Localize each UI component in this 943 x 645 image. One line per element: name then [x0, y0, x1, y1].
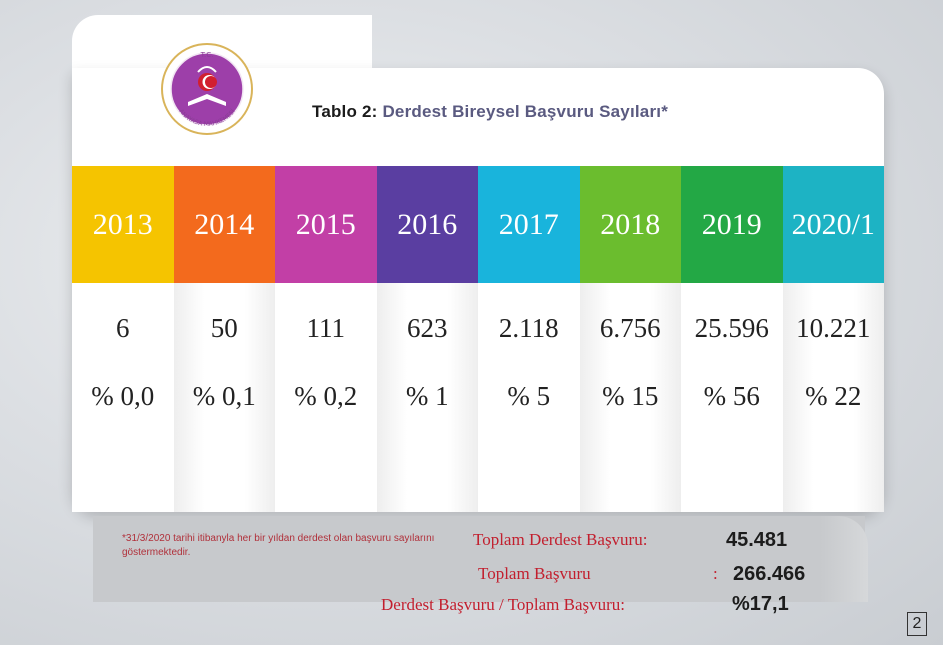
constitutional-court-logo: T.C. ANAYASA MAHKEMESİ: [160, 42, 254, 136]
footer-band: [93, 516, 865, 602]
pending-percent: % 0,0: [91, 381, 155, 411]
year-column: 2018 6.756 % 15: [579, 166, 681, 512]
pending-count: 623: [407, 313, 448, 343]
pending-percent: % 22: [805, 381, 862, 411]
year-column: 2013 6 % 0,0: [72, 166, 174, 512]
year-header: 2013: [72, 166, 174, 283]
year-column-body: 6 % 0,0: [72, 283, 174, 512]
year-column-body: 6.756 % 15: [579, 283, 681, 512]
year-column: 2015 111 % 0,2: [275, 166, 377, 512]
year-header: 2014: [173, 166, 275, 283]
title-main: Derdest Bireysel Başvuru Sayıları*: [382, 102, 669, 121]
year-header: 2017: [478, 166, 580, 283]
year-header: 2018: [579, 166, 681, 283]
pending-count: 25.596: [694, 313, 769, 343]
year-column-body: 623 % 1: [376, 283, 478, 512]
year-column-body: 111 % 0,2: [275, 283, 377, 512]
pending-percent: % 1: [405, 381, 449, 411]
footer-band-curve: [820, 516, 868, 602]
footnote: *31/3/2020 tarihi itibanyla her bir yıld…: [122, 533, 435, 558]
total-applications-colon: :: [713, 564, 718, 583]
year-columns: 2013 6% 0,0 2014 50% 0,1 2015 111% 0,2 2016 623…: [72, 166, 884, 512]
pending-count: 10.221: [796, 313, 871, 343]
total-pending-value: 45.481: [726, 529, 788, 551]
year-column-body: 50 % 0,1: [173, 283, 275, 512]
year-column: 2019 25.596 % 56: [681, 166, 783, 512]
ratio-value: %17,1: [732, 593, 789, 615]
year-header: 2020/1: [782, 166, 884, 283]
year-column: 2017 2.118 % 5: [478, 166, 580, 512]
pending-percent: % 0,2: [294, 381, 358, 411]
pending-percent: % 0,1: [192, 381, 256, 411]
year-column-body: 2.118 % 5: [478, 283, 580, 512]
total-applications-value: 266.466: [733, 563, 806, 585]
year-header: 2019: [681, 166, 783, 283]
year-column-body: 25.596 % 56: [681, 283, 783, 512]
svg-text:T.C.: T.C.: [200, 51, 214, 59]
pending-count: 50: [210, 313, 238, 343]
table-title: Tablo 2: Derdest Bireysel Başvuru Sayıla…: [312, 102, 668, 122]
year-column: 2016 623 % 1: [376, 166, 478, 512]
pending-count: 6.756: [599, 313, 661, 343]
total-pending-label: Toplam Derdest Başvuru:: [473, 530, 648, 549]
year-header: 2016: [376, 166, 478, 283]
year-column: 2014 50 % 0,1: [173, 166, 275, 512]
year-column-body: 10.221 % 22: [782, 283, 884, 512]
pending-count: 2.118: [498, 313, 559, 343]
ratio-label: Derdest Başvuru / Toplam Başvuru:: [381, 595, 626, 614]
year-column: 2020/1 10.221 % 22: [782, 166, 884, 512]
pending-percent: % 15: [602, 381, 659, 411]
pending-count: 111: [306, 313, 346, 343]
title-prefix: Tablo 2:: [312, 102, 378, 121]
pending-percent: % 56: [703, 381, 760, 411]
total-applications-label: Toplam Başvuru: [478, 564, 591, 583]
year-header: 2015: [275, 166, 377, 283]
page-number: 2: [907, 612, 927, 636]
pending-count: 6: [116, 313, 130, 343]
pending-percent: % 5: [507, 381, 551, 411]
